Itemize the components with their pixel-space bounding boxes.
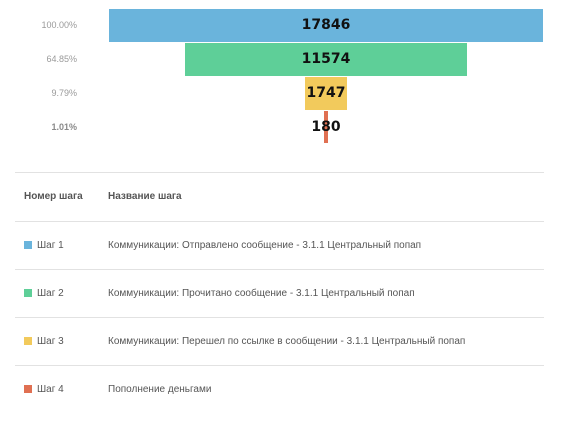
steps-table: Номер шага Название шага Шаг 1 Коммуника… [15, 172, 544, 413]
table-row[interactable]: Шаг 3 Коммуникации: Перешел по ссылке в … [15, 318, 544, 366]
step-color-swatch [24, 385, 32, 393]
funnel-value-label: 180 [311, 118, 341, 135]
step-color-swatch [24, 337, 32, 345]
step-name-cell: Пополнение деньгами [108, 384, 212, 395]
table-row[interactable]: Шаг 4 Пополнение деньгами [15, 366, 544, 413]
step-number-label: Шаг 1 [37, 240, 64, 251]
funnel-value-label: 11574 [301, 50, 351, 67]
step-number-cell: Шаг 2 [24, 270, 64, 317]
step-number-label: Шаг 2 [37, 288, 64, 299]
step-number-label: Шаг 3 [37, 336, 64, 347]
table-row[interactable]: Шаг 1 Коммуникации: Отправлено сообщение… [15, 222, 544, 270]
step-number-cell: Шаг 3 [24, 318, 64, 365]
step-number-cell: Шаг 1 [24, 222, 64, 269]
step-number-label: Шаг 4 [37, 384, 64, 395]
step-name-cell: Коммуникации: Отправлено сообщение - 3.1… [108, 240, 422, 251]
step-color-swatch [24, 289, 32, 297]
table-row[interactable]: Шаг 2 Коммуникации: Прочитано сообщение … [15, 270, 544, 318]
step-name-cell: Коммуникации: Прочитано сообщение - 3.1.… [108, 288, 415, 299]
column-header-step-name: Название шага [108, 191, 182, 202]
funnel-percent-label: 100.00% [41, 19, 77, 30]
funnel-bar[interactable] [323, 111, 329, 143]
funnel-bar[interactable] [109, 9, 543, 42]
funnel-percent-label: 1.01% [51, 121, 77, 132]
step-name-cell: Коммуникации: Перешел по ссылке в сообще… [108, 336, 466, 347]
funnel-value-label: 1747 [306, 84, 346, 101]
funnel-bar[interactable] [304, 77, 348, 110]
table-header: Номер шага Название шага [15, 173, 544, 222]
column-header-step-number: Номер шага [24, 191, 83, 202]
step-color-swatch [24, 241, 32, 249]
funnel-percent-label: 64.85% [46, 53, 77, 64]
funnel-bar[interactable] [185, 43, 467, 76]
step-number-cell: Шаг 4 [24, 366, 64, 413]
funnel-chart: 100.00% 17846 64.85% 11574 9.79% 1747 1.01% 180 [0, 0, 564, 160]
funnel-percent-label: 9.79% [51, 87, 77, 98]
funnel-value-label: 17846 [301, 16, 351, 33]
